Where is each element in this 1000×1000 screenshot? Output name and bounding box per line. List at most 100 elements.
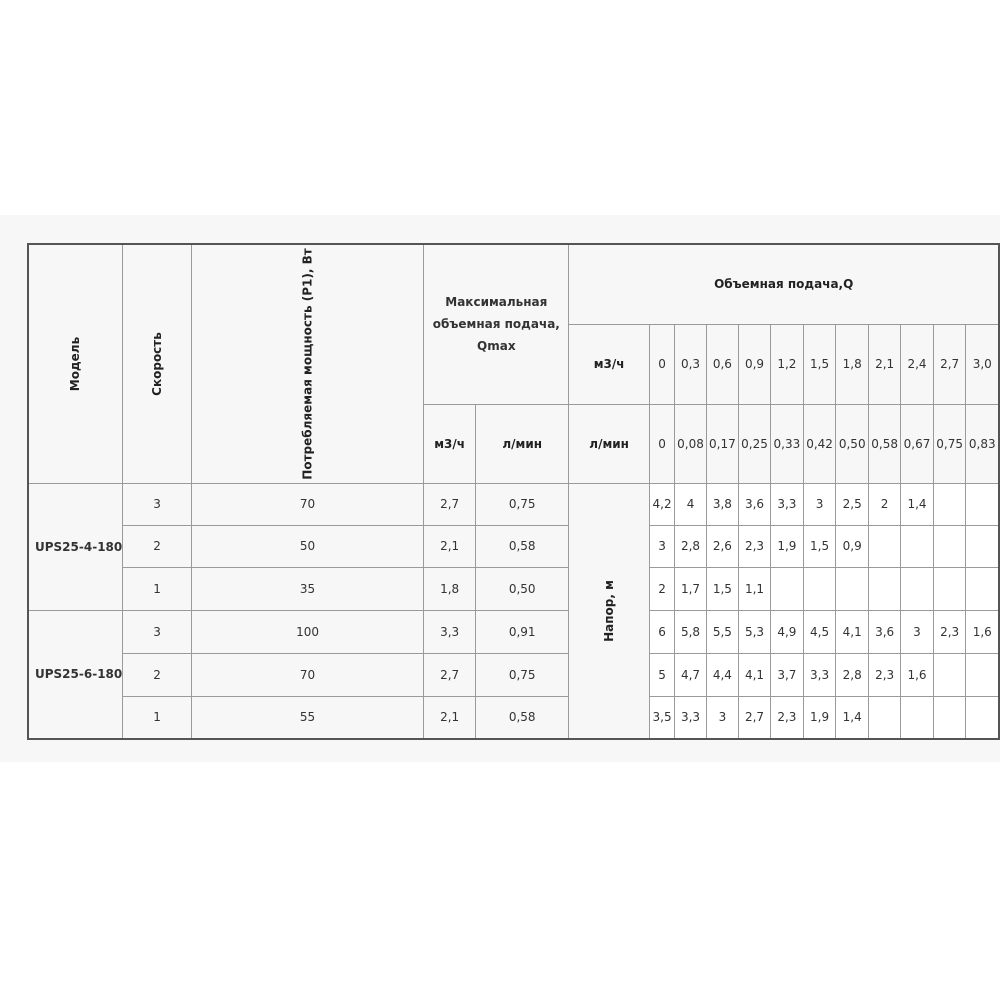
- head-label-text: Напор, м: [602, 579, 617, 642]
- speed-cell: 2: [122, 652, 192, 697]
- qmax-m3h-cell: 2,1: [423, 695, 477, 740]
- head-value-cell: 2: [868, 482, 902, 526]
- head-value-cell: [965, 652, 1000, 697]
- table-row: 2 70 2,7 0,75 5 4,7 4,4 4,1 3,7 3,3 2,8 2,3 1,6: [28, 652, 1000, 697]
- head-value-cell: 1,9: [770, 524, 804, 568]
- flow-m3h-value: 2,4: [900, 323, 934, 405]
- flow-m3h-label: м3/ч: [568, 323, 650, 405]
- head-value-cell: 5,3: [737, 609, 772, 654]
- head-value-cell: [868, 566, 902, 611]
- head-value-cell: [965, 695, 1000, 740]
- head-value-cell: 4,9: [770, 609, 804, 654]
- flow-m3h-value: 1,5: [802, 323, 837, 405]
- head-value-cell: 4,1: [737, 652, 772, 697]
- flow-m3h-value: 0,6: [705, 323, 739, 405]
- head-value-cell: 3: [648, 524, 676, 568]
- table-row: 2 50 2,1 0,58 3 2,8 2,6 2,3 1,9 1,5 0,9: [28, 524, 1000, 568]
- head-value-cell: 4,4: [705, 652, 739, 697]
- head-value-cell: 3,6: [737, 482, 772, 526]
- head-value-cell: [932, 524, 967, 568]
- flow-lmin-value: 0,08: [674, 403, 707, 484]
- flow-lmin-value: 0,33: [770, 403, 804, 484]
- head-label: Напор, м: [568, 482, 650, 740]
- qmax-lmin-label: л/мин: [475, 403, 570, 484]
- head-value-cell: 1,6: [965, 609, 1000, 654]
- qmax-lmin-cell: 0,58: [475, 524, 570, 568]
- head-value-cell: 2,6: [705, 524, 739, 568]
- qmax-lmin-cell: 0,75: [475, 482, 570, 526]
- head-value-cell: 3,7: [770, 652, 804, 697]
- head-value-cell: 1,5: [802, 524, 837, 568]
- flow-m3h-value: 0,3: [674, 323, 707, 405]
- flow-m3h-value: 1,2: [770, 323, 804, 405]
- head-value-cell: 2,3: [770, 695, 804, 740]
- flow-lmin-value: 0,83: [965, 403, 1000, 484]
- head-value-cell: [802, 566, 837, 611]
- head-value-cell: 5,5: [705, 609, 739, 654]
- head-value-cell: 4,2: [648, 482, 676, 526]
- head-value-cell: 3,5: [648, 695, 676, 740]
- table-row: UPS25-4-180 3 70 2,7 0,75 Напор, м 4,2 4 3,8 3,6 3…: [27, 482, 1000, 740]
- head-value-cell: 1,1: [737, 566, 772, 611]
- flow-m3h-value: 0,9: [737, 323, 772, 405]
- head-value-cell: 2,5: [835, 482, 870, 526]
- qmax-lmin-cell: 0,50: [475, 566, 570, 611]
- qmax-m3h-cell: 2,7: [423, 482, 477, 526]
- header-power: Потребляемая мощность (P1), Вт: [190, 243, 425, 484]
- qmax-m3h-label: м3/ч: [423, 403, 477, 484]
- table-row: 1 55 2,1 0,58 3,5 3,3 3 2,7 2,3 1,9 1,4: [28, 695, 1000, 740]
- head-value-cell: 4,5: [802, 609, 837, 654]
- head-value-cell: 5,8: [674, 609, 707, 654]
- head-value-cell: [900, 566, 934, 611]
- header-power-text: Потребляемая мощность (P1), Вт: [300, 248, 315, 480]
- head-value-cell: 1,4: [900, 482, 934, 526]
- speed-cell: 2: [122, 524, 192, 568]
- flow-m3h-value: 2,1: [868, 323, 902, 405]
- head-value-cell: [932, 695, 967, 740]
- speed-cell: 3: [122, 609, 192, 654]
- model-name: UPS25-4-180: [27, 482, 124, 611]
- power-cell: 35: [190, 566, 425, 611]
- head-value-cell: 2,8: [674, 524, 707, 568]
- head-value-cell: 2,8: [835, 652, 870, 697]
- head-value-cell: 6: [648, 609, 676, 654]
- head-value-cell: 1,9: [802, 695, 837, 740]
- pump-spec-table: Модель Скорость Потребляемая мощность (P1)…: [27, 243, 1000, 740]
- power-cell: 55: [190, 695, 425, 740]
- head-value-cell: 3,8: [705, 482, 739, 526]
- head-value-cell: 3: [900, 609, 934, 654]
- header-flow: Объемная подача,Q: [568, 243, 1000, 325]
- qmax-m3h-cell: 2,7: [423, 652, 477, 697]
- power-cell: 70: [190, 482, 425, 526]
- model-name: UPS25-6-180: [27, 609, 124, 740]
- head-value-cell: 3,6: [868, 609, 902, 654]
- head-value-cell: 4: [674, 482, 707, 526]
- power-cell: 100: [190, 609, 425, 654]
- flow-lmin-value: 0,67: [900, 403, 934, 484]
- speed-cell: 1: [122, 695, 192, 740]
- head-value-cell: 5: [648, 652, 676, 697]
- head-value-cell: 4,1: [835, 609, 870, 654]
- head-value-cell: [868, 695, 902, 740]
- flow-m3h-value: 1,8: [835, 323, 870, 405]
- qmax-lmin-cell: 0,58: [475, 695, 570, 740]
- head-value-cell: 2,3: [932, 609, 967, 654]
- head-value-cell: 3,3: [802, 652, 837, 697]
- head-value-cell: [868, 524, 902, 568]
- head-value-cell: [932, 652, 967, 697]
- head-value-cell: 2,3: [868, 652, 902, 697]
- power-cell: 50: [190, 524, 425, 568]
- head-value-cell: [770, 566, 804, 611]
- head-value-cell: 1,5: [705, 566, 739, 611]
- head-value-cell: [965, 566, 1000, 611]
- flow-lmin-value: 0,25: [737, 403, 772, 484]
- header-speed: Скорость: [122, 243, 192, 484]
- head-value-cell: [900, 524, 934, 568]
- header-model-text: Модель: [68, 336, 83, 391]
- head-value-cell: 3,3: [674, 695, 707, 740]
- head-value-cell: 2: [648, 566, 676, 611]
- head-value-cell: 3: [705, 695, 739, 740]
- head-value-cell: [900, 695, 934, 740]
- flow-lmin-value: 0,58: [868, 403, 902, 484]
- head-value-cell: 4,7: [674, 652, 707, 697]
